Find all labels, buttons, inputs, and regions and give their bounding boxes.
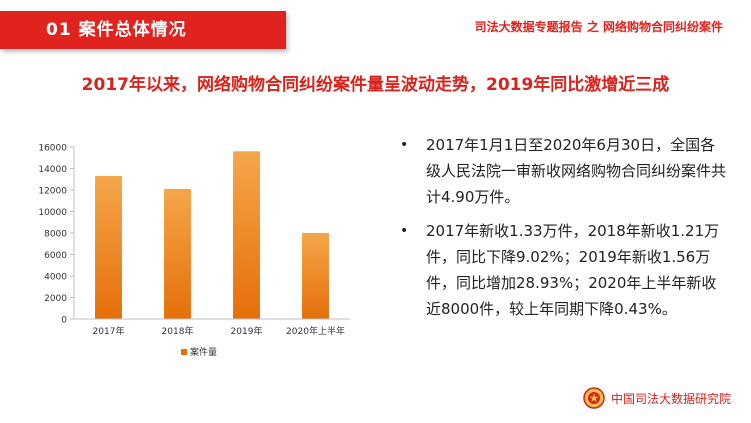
bullet-item: • 2017年新收1.33万件，2018年新收1.21万件，同比下降9.02%；…: [398, 218, 728, 322]
y-tick-label: 6000: [44, 251, 67, 261]
bullet-list: • 2017年1月1日至2020年6月30日，全国各级人民法院一审新收网络购物合…: [398, 132, 728, 330]
y-tick-label: 4000: [44, 273, 67, 283]
bullet-dot-icon: •: [400, 223, 409, 239]
x-tick-label: 2019年: [231, 325, 263, 337]
bar-chart: 0 2000 4000 6000 8000 10000 12000 14000 16000 20…: [38, 144, 350, 358]
y-tick-label: 8000: [44, 230, 67, 240]
y-tick-label: 10000: [38, 208, 67, 218]
bar: [95, 176, 122, 319]
headline: 2017年以来，网络购物合同纠纷案件量呈波动走势，2019年同比激增近三成: [81, 75, 670, 95]
x-tick-label: 2020年上半年: [286, 325, 345, 337]
x-tick-label: 2017年: [93, 325, 125, 337]
section-title-bar: 01 案件总体情况: [0, 11, 286, 49]
legend: 案件量: [181, 346, 217, 358]
bullet-dot-icon: •: [400, 137, 409, 153]
report-title: 司法大数据专题报告 之 网络购物合同纠纷案件: [474, 20, 723, 34]
y-tick-label: 2000: [44, 294, 67, 304]
footer: 中国司法大数据研究院: [583, 387, 731, 409]
legend-label: 案件量: [190, 346, 217, 358]
y-tick-label: 12000: [38, 187, 67, 197]
bullet-text: 2017年1月1日至2020年6月30日，全国各级人民法院一审新收网络购物合同纠…: [426, 136, 727, 206]
x-axis: 2017年 2018年 2019年 2020年上半年: [74, 318, 350, 337]
bar: [164, 188, 191, 319]
legend-swatch: [181, 349, 187, 355]
bullet-item: • 2017年1月1日至2020年6月30日，全国各级人民法院一审新收网络购物合…: [398, 132, 728, 210]
bar: [302, 233, 329, 319]
court-emblem-icon: [583, 387, 605, 409]
y-tick-label: 0: [61, 316, 67, 326]
bars: [95, 151, 329, 319]
y-axis: 0 2000 4000 6000 8000 10000 12000 14000 16000: [38, 144, 75, 326]
footer-org-name: 中国司法大数据研究院: [610, 391, 731, 406]
y-tick-label: 16000: [38, 144, 67, 154]
section-title: 01 案件总体情况: [46, 20, 187, 40]
bar: [233, 151, 260, 319]
y-tick-label: 14000: [38, 165, 67, 175]
bullet-text: 2017年新收1.33万件，2018年新收1.21万件，同比下降9.02%；20…: [426, 222, 720, 318]
x-tick-label: 2018年: [162, 325, 194, 337]
